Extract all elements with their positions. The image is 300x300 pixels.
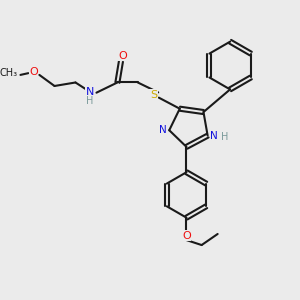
- Text: N: N: [159, 125, 167, 135]
- Text: O: O: [182, 231, 191, 241]
- Text: H: H: [221, 132, 228, 142]
- Text: H: H: [86, 96, 94, 106]
- Text: N: N: [210, 130, 218, 141]
- Text: O: O: [118, 51, 127, 61]
- Text: N: N: [86, 87, 94, 97]
- Text: S: S: [150, 90, 157, 100]
- Text: CH₃: CH₃: [0, 68, 17, 79]
- Text: O: O: [29, 67, 38, 77]
